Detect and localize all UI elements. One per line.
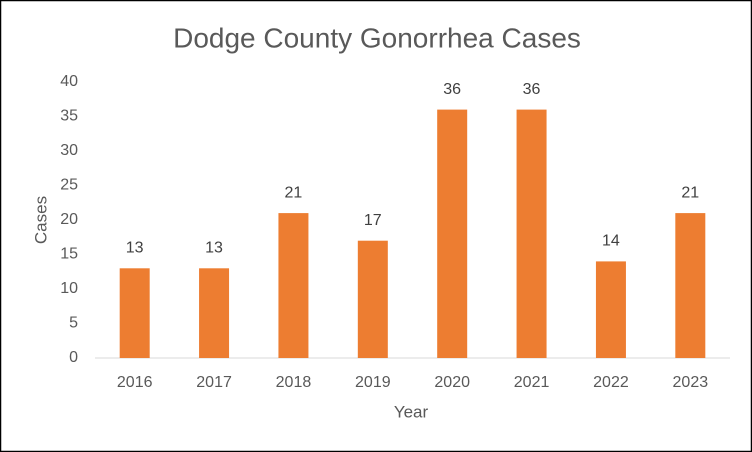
y-tick-label: 20 — [60, 211, 78, 228]
data-label: 17 — [364, 212, 382, 229]
data-label: 13 — [205, 240, 223, 257]
y-tick-label: 40 — [60, 73, 78, 90]
x-tick-label: 2022 — [593, 374, 629, 391]
y-tick-label: 10 — [60, 280, 78, 297]
y-tick-label: 5 — [69, 315, 78, 332]
x-axis-title: Year — [394, 402, 429, 421]
bar — [119, 268, 150, 358]
bar — [516, 109, 547, 358]
bar — [199, 268, 230, 358]
x-tick-label: 2020 — [434, 374, 470, 391]
data-label: 13 — [126, 240, 144, 257]
x-tick-label: 2017 — [196, 374, 232, 391]
bar — [595, 261, 626, 358]
bar — [278, 213, 309, 358]
bar — [357, 240, 388, 358]
y-tick-label: 0 — [69, 349, 78, 366]
bar — [437, 109, 468, 358]
data-label: 14 — [602, 233, 620, 250]
data-label: 36 — [523, 81, 541, 98]
x-tick-label: 2018 — [276, 374, 312, 391]
y-tick-label: 30 — [60, 142, 78, 159]
y-tick-label: 15 — [60, 246, 78, 263]
y-tick-label: 35 — [60, 108, 78, 125]
x-tick-label: 2016 — [117, 374, 153, 391]
data-label: 21 — [681, 184, 699, 201]
y-axis-title: Cases — [31, 196, 50, 244]
chart-title: Dodge County Gonorrhea Cases — [173, 22, 581, 53]
data-label: 21 — [285, 184, 303, 201]
x-tick-label: 2023 — [673, 374, 709, 391]
y-tick-label: 25 — [60, 177, 78, 194]
data-label: 36 — [443, 81, 461, 98]
x-tick-label: 2019 — [355, 374, 391, 391]
x-tick-label: 2021 — [514, 374, 550, 391]
bar — [675, 213, 706, 358]
